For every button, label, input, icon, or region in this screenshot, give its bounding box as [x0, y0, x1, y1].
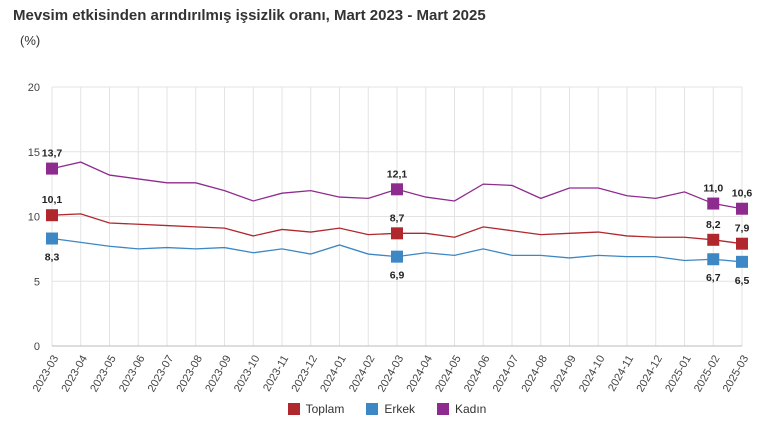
x-tick-label: 2023-09 [203, 353, 234, 394]
x-tick-label: 2024-06 [462, 353, 493, 394]
x-tick-label: 2024-11 [606, 353, 636, 393]
data-point-marker [707, 233, 720, 246]
data-point-marker [391, 227, 403, 240]
x-tick-label: 2024-07 [491, 353, 522, 394]
data-point-marker [391, 250, 403, 263]
x-tick-label: 2024-01 [318, 353, 349, 394]
legend-swatch-erkek [366, 403, 379, 415]
x-tick-label: 2025-01 [663, 353, 694, 394]
data-labels: 10,1 8,7 8,2 7,9 8,3 6,9 6,7 6,5 13,7 12,1 11,0 10,… [42, 148, 753, 287]
y-tick-label: 0 [34, 341, 40, 353]
data-label: 8,7 [390, 212, 405, 224]
x-tick-label: 2023-03 [31, 353, 62, 394]
data-label: 11,0 [703, 183, 723, 195]
chart-title: Mevsim etkisinden arındırılmış işsizlik … [13, 7, 486, 24]
x-axis-ticks: 2023-032023-042023-052023-062023-072023-… [31, 353, 752, 394]
data-point-marker [736, 255, 748, 268]
y-axis-ticks: 0 5 10 15 20 [28, 82, 40, 353]
data-label: 6,5 [735, 275, 750, 287]
data-label: 12,1 [387, 168, 408, 180]
data-point-marker [391, 183, 403, 196]
x-tick-label: 2024-10 [577, 353, 608, 394]
x-tick-label: 2024-04 [404, 353, 435, 394]
x-tick-label: 2024-02 [347, 353, 378, 394]
legend: Toplam Erkek Kadın [0, 402, 774, 416]
data-label: 7,9 [735, 223, 750, 235]
x-tick-label: 2023-08 [174, 353, 205, 394]
x-tick-label: 2023-05 [88, 353, 119, 394]
y-tick-label: 15 [28, 147, 40, 159]
legend-item-kadin[interactable]: Kadın [437, 402, 486, 416]
x-tick-label: 2023-06 [117, 353, 148, 394]
data-label: 6,7 [706, 272, 721, 284]
legend-swatch-kadin [437, 403, 449, 415]
x-tick-label: 2024-03 [376, 353, 407, 394]
data-label: 10,1 [42, 194, 63, 206]
series-markers [46, 162, 748, 268]
x-tick-label: 2024-05 [433, 353, 464, 394]
grid-lines [51, 86, 743, 347]
legend-swatch-toplam [287, 403, 300, 415]
unit-label: (%) [20, 33, 41, 48]
data-label: 13,7 [42, 148, 63, 160]
data-label: 10,6 [732, 188, 753, 200]
data-point-marker [46, 162, 58, 175]
legend-item-toplam[interactable]: Toplam [287, 402, 345, 416]
data-label: 8,2 [706, 219, 721, 231]
x-tick-label: 2024-12 [634, 353, 665, 394]
data-point-marker [736, 202, 748, 215]
y-tick-label: 20 [28, 82, 40, 94]
legend-item-erkek[interactable]: Erkek [366, 402, 415, 416]
x-tick-label: 2023-07 [146, 353, 177, 394]
y-tick-label: 5 [34, 276, 40, 288]
data-point-marker [736, 237, 748, 250]
x-tick-label: 2024-09 [548, 353, 579, 394]
x-tick-label: 2023-11 [261, 353, 291, 393]
legend-label-toplam: Toplam [305, 402, 345, 416]
data-point-marker [46, 232, 58, 245]
x-tick-label: 2023-04 [59, 353, 90, 394]
x-tick-label: 2025-02 [692, 353, 723, 394]
legend-label-kadin: Kadın [455, 402, 487, 416]
x-tick-label: 2023-12 [289, 353, 320, 394]
y-tick-label: 10 [28, 212, 40, 224]
data-label: 8,3 [45, 252, 60, 264]
data-point-marker [707, 253, 720, 266]
data-point-marker [46, 209, 58, 222]
legend-label-erkek: Erkek [384, 402, 415, 416]
x-tick-label: 2024-08 [519, 353, 550, 394]
data-point-marker [707, 197, 720, 210]
x-tick-label: 2023-10 [232, 353, 263, 394]
data-label: 6,9 [390, 270, 405, 282]
x-tick-label: 2025-03 [721, 353, 752, 394]
